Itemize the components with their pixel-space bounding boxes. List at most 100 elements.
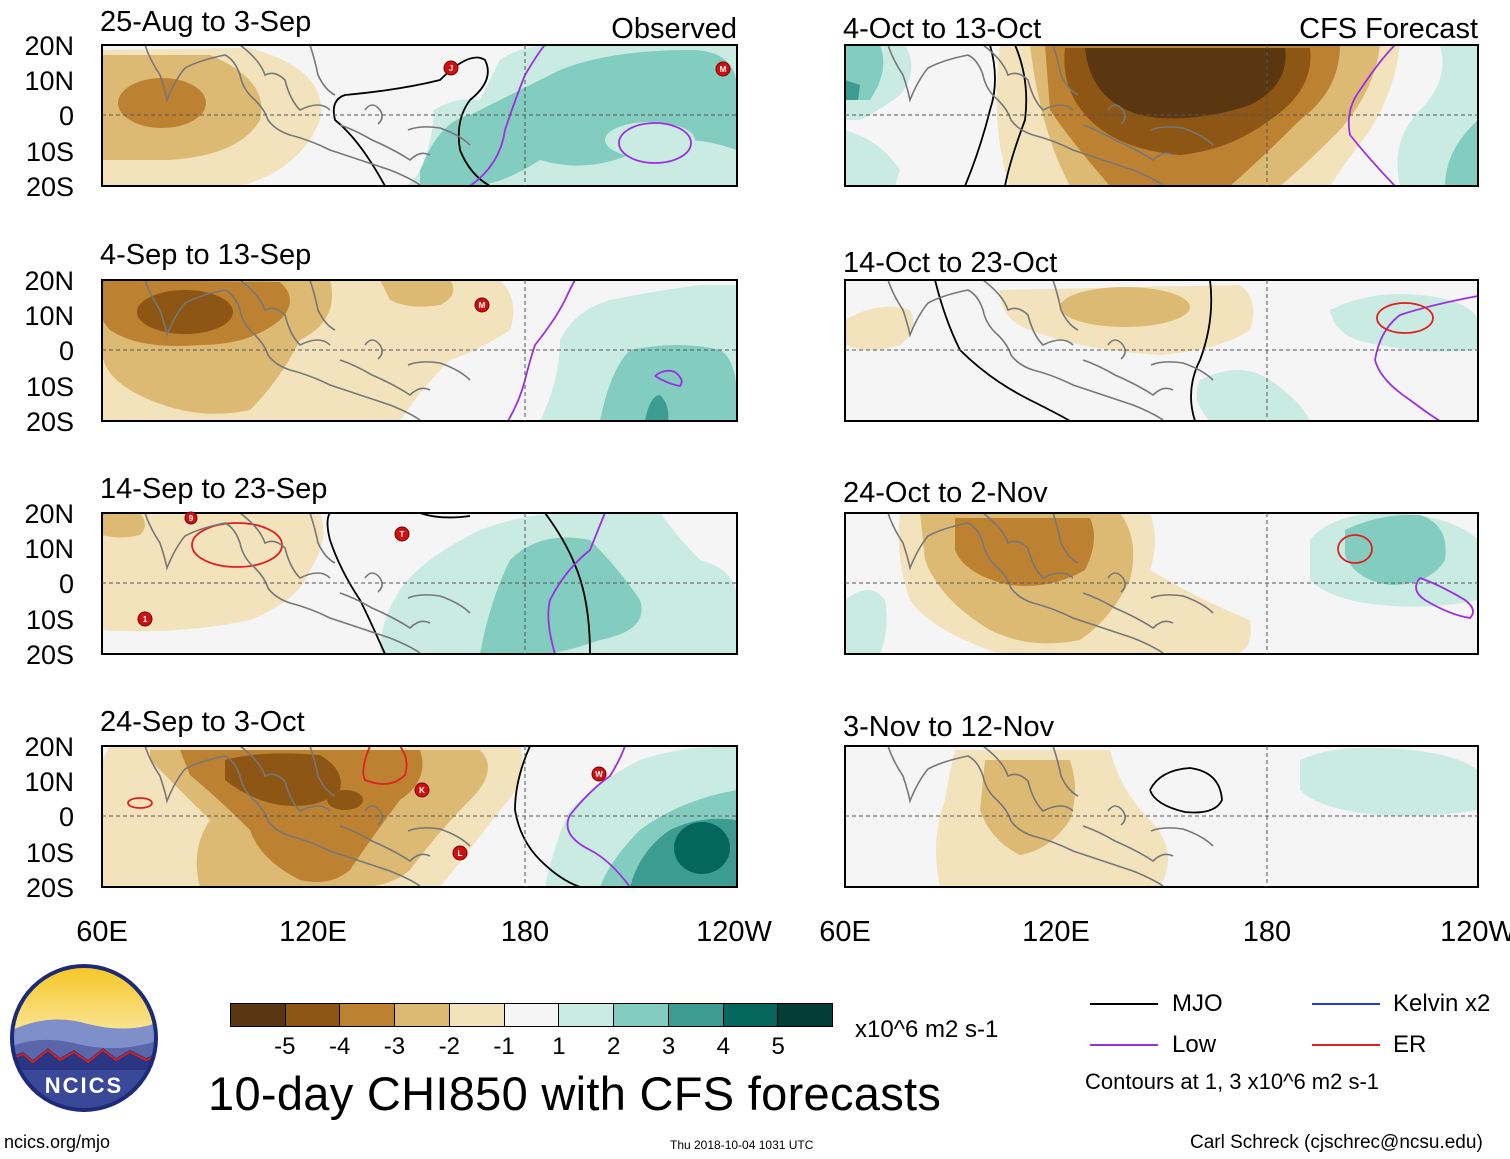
svg-text:1: 1 [143, 615, 148, 624]
legend-line-kelvin [1312, 1003, 1380, 1005]
colorbar-tick-label: 5 [771, 1033, 785, 1060]
panel-title: 3-Nov to 12-Nov [843, 711, 1055, 743]
svg-text:W: W [595, 770, 603, 779]
latitude-labels: 20N 10N 0 10S 20S 20N 10N 0 10S 20S 20N … [24, 31, 74, 903]
storm-marker: T [394, 526, 410, 542]
colorbar-swatch [559, 1004, 615, 1026]
panel-frame [844, 745, 1479, 888]
colorbar-units: x10^6 m2 s-1 [855, 1016, 999, 1043]
colorbar-swatch [285, 1004, 341, 1026]
lat-label: 10N [24, 301, 74, 331]
lon-label: 60E [819, 916, 871, 948]
colorbar-tick-label: -4 [328, 1033, 351, 1060]
storm-marker: K [414, 782, 430, 798]
coastlines [887, 45, 1214, 186]
colorbar-swatch [395, 1004, 450, 1026]
coastlines [887, 746, 1214, 887]
svg-text:9: 9 [189, 514, 194, 523]
lat-label: 20S [26, 640, 74, 670]
svg-text:M: M [479, 301, 486, 310]
contour-note: Contours at 1, 3 x10^6 m2 s-1 [1085, 1069, 1380, 1094]
panel-title: 4-Sep to 13-Sep [100, 239, 311, 271]
lat-label: 10N [24, 66, 74, 96]
observed-label: Observed [611, 13, 737, 45]
panel-title: 24-Oct to 2-Nov [843, 477, 1048, 509]
map-panel [101, 279, 738, 422]
lat-label: 10S [26, 137, 74, 167]
map-panel [101, 512, 738, 655]
legend-label-er: ER [1393, 1031, 1427, 1058]
colorbar-swatch [723, 1004, 779, 1026]
lat-label: 0 [59, 569, 74, 599]
panel-title: 25-Aug to 3-Sep [100, 6, 311, 38]
panel-title: 24-Sep to 3-Oct [100, 706, 305, 738]
colorbar-tick-label: 1 [552, 1033, 566, 1060]
colorbar-tick-label: -1 [493, 1033, 515, 1060]
colorbar-tick-label: -3 [383, 1033, 406, 1060]
contours [1149, 767, 1223, 814]
colorbar-swatch [231, 1004, 286, 1026]
lat-label: 20N [24, 31, 74, 61]
panel-frame [844, 512, 1479, 655]
contours [127, 746, 631, 887]
svg-text:T: T [400, 530, 405, 539]
svg-text:K: K [419, 786, 425, 795]
panel-frame [101, 745, 738, 888]
lat-label: 10N [24, 767, 74, 797]
panel-title: 14-Sep to 23-Sep [100, 473, 327, 505]
lat-label: 0 [59, 336, 74, 366]
lat-label: 0 [59, 101, 74, 131]
map-panel [844, 745, 1479, 888]
storm-marker: 9 [184, 511, 198, 525]
storm-marker: M [715, 61, 731, 77]
footer-author: Carl Schreck (cjschrec@ncsu.edu) [1190, 1132, 1483, 1153]
contours [507, 280, 683, 421]
lon-label: 180 [1243, 916, 1291, 948]
colorbar-swatch [340, 1004, 396, 1026]
lat-label: 10N [24, 534, 74, 564]
panel-title: 14-Oct to 23-Oct [843, 247, 1057, 279]
colorbar-swatch [449, 1004, 505, 1026]
longitude-labels: 60E 120E 180 120W 60E 120E 180 120W [76, 916, 1510, 948]
colorbar [230, 1003, 833, 1027]
map-panel [101, 44, 738, 187]
contours [934, 280, 1478, 421]
lat-label: 10S [26, 372, 74, 402]
coastlines [887, 513, 1214, 654]
lat-label: 10S [26, 605, 74, 635]
map-panel [844, 279, 1479, 422]
colorbar-swatch [504, 1004, 560, 1026]
panel-frame [101, 279, 738, 422]
contours [1337, 534, 1474, 619]
anomaly-shading [936, 747, 1478, 887]
contours [964, 45, 1396, 186]
lat-label: 20S [26, 172, 74, 202]
lon-label: 180 [501, 916, 549, 948]
footer-url[interactable]: ncics.org/mjo [4, 1132, 111, 1152]
lat-label: 0 [59, 802, 74, 832]
coastlines [144, 280, 471, 421]
panel-title: 4-Oct to 13-Oct [843, 13, 1041, 45]
lat-label: 10S [26, 838, 74, 868]
panel-frame [101, 44, 738, 187]
storm-marker: 1 [137, 611, 153, 627]
colorbar-tick-label: 3 [661, 1033, 676, 1060]
anomaly-shading [102, 513, 737, 654]
legend-label-kelvin: Kelvin x2 [1393, 990, 1491, 1017]
coastlines [144, 513, 471, 654]
colorbar-tick-label: -2 [438, 1033, 460, 1060]
coastlines [144, 746, 471, 887]
panel-frame [101, 512, 738, 655]
footer-timestamp: Thu 2018-10-04 1031 UTC [670, 1138, 814, 1152]
lon-label: 60E [76, 916, 128, 948]
logo-text: NCICS [45, 1073, 123, 1098]
anomaly-shading [845, 285, 1478, 421]
colorbar-swatch [668, 1004, 724, 1026]
map-panel [101, 745, 738, 888]
lat-label: 20S [26, 873, 74, 903]
lon-label: 120W [1440, 916, 1510, 948]
lon-label: 120W [696, 916, 772, 948]
colorbar-swatch [614, 1004, 669, 1026]
lon-label: 120E [279, 916, 347, 948]
storm-markers: J M M 9 T 1 W K L [137, 60, 731, 861]
